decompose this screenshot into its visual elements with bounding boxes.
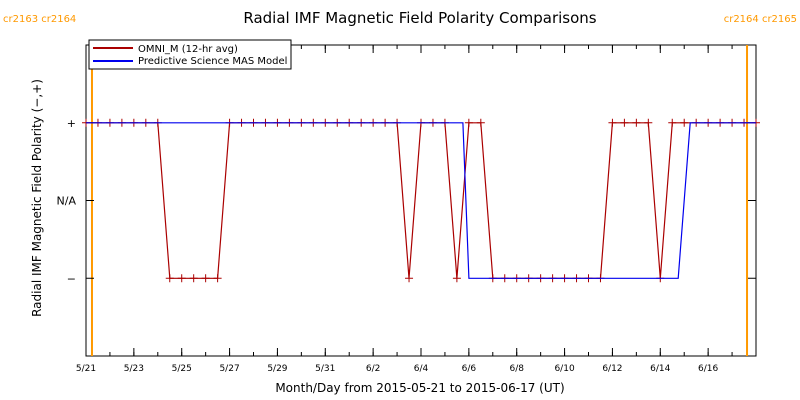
y-axis-label: Radial IMF Magnetic Field Polarity (−,+) [30, 79, 44, 317]
x-tick-label: 5/29 [267, 364, 287, 374]
carrington-rotation-label: cr2163 cr2164 [3, 14, 76, 25]
carrington-rotation-label: cr2164 cr2165 [724, 14, 797, 25]
y-tick-label: − [67, 272, 76, 285]
x-tick-label: 6/12 [602, 364, 622, 374]
carrington-labels: cr2163 cr2164 cr2164 cr2165 [3, 14, 797, 25]
x-tick-label: 6/8 [509, 364, 524, 374]
x-tick-label: 5/21 [76, 364, 96, 374]
y-tick-label: + [67, 117, 76, 130]
x-tick-label: 6/6 [462, 364, 477, 374]
legend-box [88, 39, 292, 70]
data-point-marker [165, 274, 174, 283]
legend-label-mas-model: Predictive Science MAS Model [138, 56, 287, 67]
x-tick-label: 5/23 [124, 364, 144, 374]
x-tick-label: 5/31 [315, 364, 335, 374]
x-tick-label: 5/27 [219, 364, 239, 374]
data-point-marker [452, 274, 461, 283]
series-layer [82, 118, 760, 283]
x-axis-label: Month/Day from 2015-05-21 to 2015-06-17 … [275, 381, 564, 395]
data-point-marker [177, 274, 186, 283]
legend: OMNI_M (12-hr avg) Predictive Science MA… [88, 39, 292, 70]
data-point-marker [632, 118, 641, 127]
data-point-marker [680, 118, 689, 127]
data-point-marker [644, 118, 653, 127]
x-tick-label: 6/16 [698, 364, 718, 374]
data-point-marker [213, 274, 222, 283]
data-point-marker [464, 118, 473, 127]
data-point-marker [189, 274, 198, 283]
legend-label-omni: OMNI_M (12-hr avg) [138, 44, 238, 55]
y-axis: + N/A − [57, 117, 756, 285]
chart-title: Radial IMF Magnetic Field Polarity Compa… [243, 9, 596, 27]
data-point-marker [620, 118, 629, 127]
data-point-marker [476, 118, 485, 127]
data-point-marker [405, 274, 414, 283]
x-tick-label: 6/14 [650, 364, 670, 374]
series-line [86, 122, 756, 279]
data-point-marker [668, 118, 677, 127]
series-mas-model [86, 122, 756, 279]
data-point-marker [608, 118, 617, 127]
x-tick-label: 6/2 [366, 364, 380, 374]
x-tick-label: 6/4 [414, 364, 429, 374]
x-tick-label: 6/10 [554, 364, 574, 374]
y-tick-label: N/A [57, 195, 77, 208]
data-point-marker [201, 274, 210, 283]
x-tick-label: 5/25 [172, 364, 192, 374]
